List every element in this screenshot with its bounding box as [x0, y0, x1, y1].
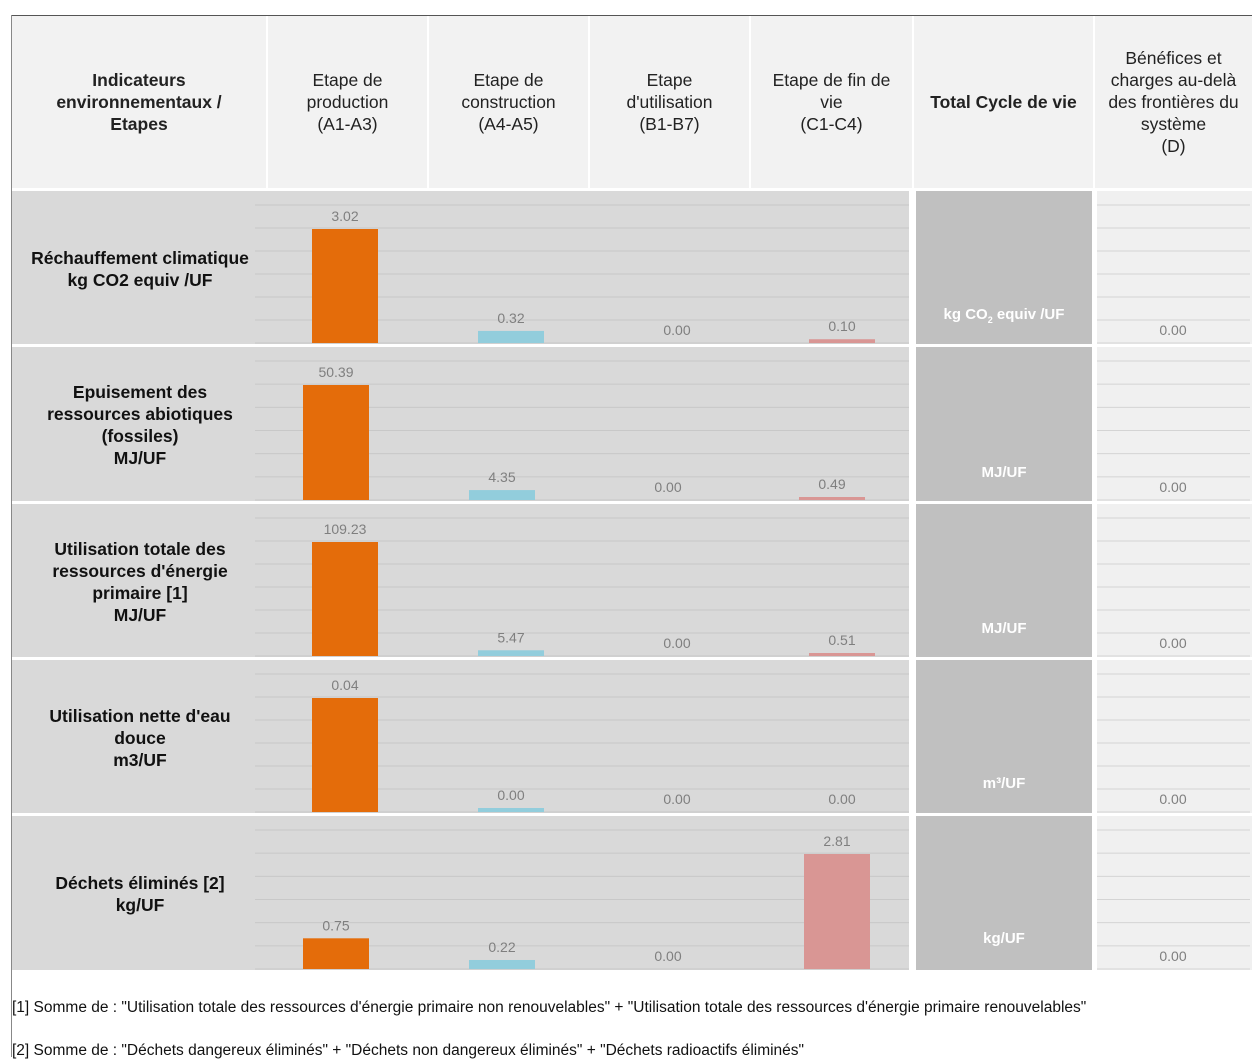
value-label-d-5: 0.00 [1159, 948, 1186, 964]
value-label-4-3: 0.00 [663, 791, 690, 807]
total-cell-5 [916, 816, 1092, 970]
value-label-4-2: 0.00 [497, 787, 524, 803]
value-label-5-1: 0.75 [322, 917, 349, 933]
value-label-3-3: 0.00 [663, 635, 690, 651]
header-production: Etape de production (A1-A3) [268, 16, 427, 188]
value-label-5-2: 0.22 [488, 939, 515, 955]
row-label-rechauffement: Réchauffement climatique kg CO2 equiv /U… [31, 248, 249, 290]
value-label-4-4: 0.00 [828, 791, 855, 807]
value-label-3-2: 5.47 [497, 629, 524, 645]
value-label-d-2: 0.00 [1159, 479, 1186, 495]
bar-3-1 [312, 542, 378, 656]
benefices-cell-3 [1097, 504, 1252, 657]
bar-1-4 [809, 339, 875, 343]
total-cell-2 [916, 347, 1092, 501]
bar-3-4 [809, 653, 875, 656]
total-unit-5: kg/UF [983, 930, 1025, 947]
value-label-d-4: 0.00 [1159, 791, 1186, 807]
footnote-2: [2] Somme de : "Déchets dangereux élimin… [12, 1042, 805, 1059]
value-label-2-4: 0.49 [818, 476, 845, 492]
bar-5-1 [303, 938, 369, 969]
header-total-text: Total Cycle de vie [930, 92, 1077, 112]
bar-1-2 [478, 330, 544, 343]
value-label-1-3: 0.00 [663, 322, 690, 338]
table-left-border [11, 15, 12, 1057]
row-label-energie-primaire: Utilisation totale des ressources d'éner… [52, 539, 228, 625]
total-unit-1: kg CO2 equiv /UF [943, 306, 1065, 325]
bar-4-1 [312, 698, 378, 812]
row-bg-1 [12, 191, 909, 344]
value-label-3-4: 0.51 [828, 632, 855, 648]
benefices-cell-4 [1097, 660, 1252, 813]
header-fin-de-vie-text: Etape de fin de vie (C1-C4) [772, 70, 891, 134]
row-label-eau-douce: Utilisation nette d'eau douce m3/UF [49, 706, 231, 770]
value-label-5-4: 2.81 [823, 833, 850, 849]
value-label-1-1: 3.02 [331, 208, 358, 224]
total-unit-2: MJ/UF [981, 464, 1027, 481]
header-utilisation-text: Etape d'utilisation (B1-B7) [626, 70, 713, 134]
bar-5-2 [469, 959, 535, 969]
header-total: Total Cycle de vie [914, 16, 1093, 188]
total-cell-4 [916, 660, 1092, 813]
row-label-epuisement: Epuisement des ressources abiotiques (fo… [47, 382, 233, 468]
total-cell-1 [916, 191, 1092, 344]
header-production-text: Etape de production (A1-A3) [306, 70, 389, 134]
row-bg-3 [12, 504, 909, 657]
value-label-2-2: 4.35 [488, 469, 515, 485]
row-bg-2 [12, 347, 909, 501]
bar-2-1 [303, 385, 369, 500]
header-indicators-text: Indicateurs environnementaux / Etapes [56, 70, 222, 134]
header-fin-de-vie: Etape de fin de vie (C1-C4) [751, 16, 912, 188]
value-label-5-3: 0.00 [654, 948, 681, 964]
header-indicators: Indicateurs environnementaux / Etapes [12, 16, 266, 188]
bar-5-4 [804, 854, 870, 969]
total-cell-3 [916, 504, 1092, 657]
bar-2-2 [469, 490, 535, 500]
header-utilisation: Etape d'utilisation (B1-B7) [590, 16, 749, 188]
header-construction: Etape de construction (A4-A5) [429, 16, 588, 188]
row-label-dechets: Déchets éliminés [2] kg/UF [55, 873, 225, 915]
footnote-1: [1] Somme de : "Utilisation totale des r… [12, 999, 1087, 1016]
benefices-cell-5 [1097, 816, 1252, 970]
bar-3-2 [478, 650, 544, 656]
value-label-d-1: 0.00 [1159, 322, 1186, 338]
benefices-cell-1 [1097, 191, 1252, 344]
total-unit-4: m³/UF [982, 775, 1026, 792]
row-bg-4 [12, 660, 909, 813]
bar-4-2 [478, 808, 544, 812]
table-top-border [11, 15, 1252, 16]
header-benefices: Bénéfices et charges au-delà des frontiè… [1095, 16, 1252, 188]
bar-2-4 [799, 497, 865, 500]
value-label-1-2: 0.32 [497, 310, 524, 326]
value-label-3-1: 109.23 [324, 521, 367, 537]
total-unit-3: MJ/UF [981, 620, 1027, 637]
value-label-1-4: 0.10 [828, 318, 855, 334]
header-construction-text: Etape de construction (A4-A5) [461, 70, 556, 134]
value-label-d-3: 0.00 [1159, 635, 1186, 651]
value-label-2-1: 50.39 [318, 364, 353, 380]
value-label-4-1: 0.04 [331, 677, 358, 693]
bar-1-1 [312, 229, 378, 343]
header-benefices-text: Bénéfices et charges au-delà des frontiè… [1108, 48, 1239, 156]
value-label-2-3: 0.00 [654, 479, 681, 495]
benefices-cell-2 [1097, 347, 1252, 501]
row-bg-5 [12, 816, 909, 970]
